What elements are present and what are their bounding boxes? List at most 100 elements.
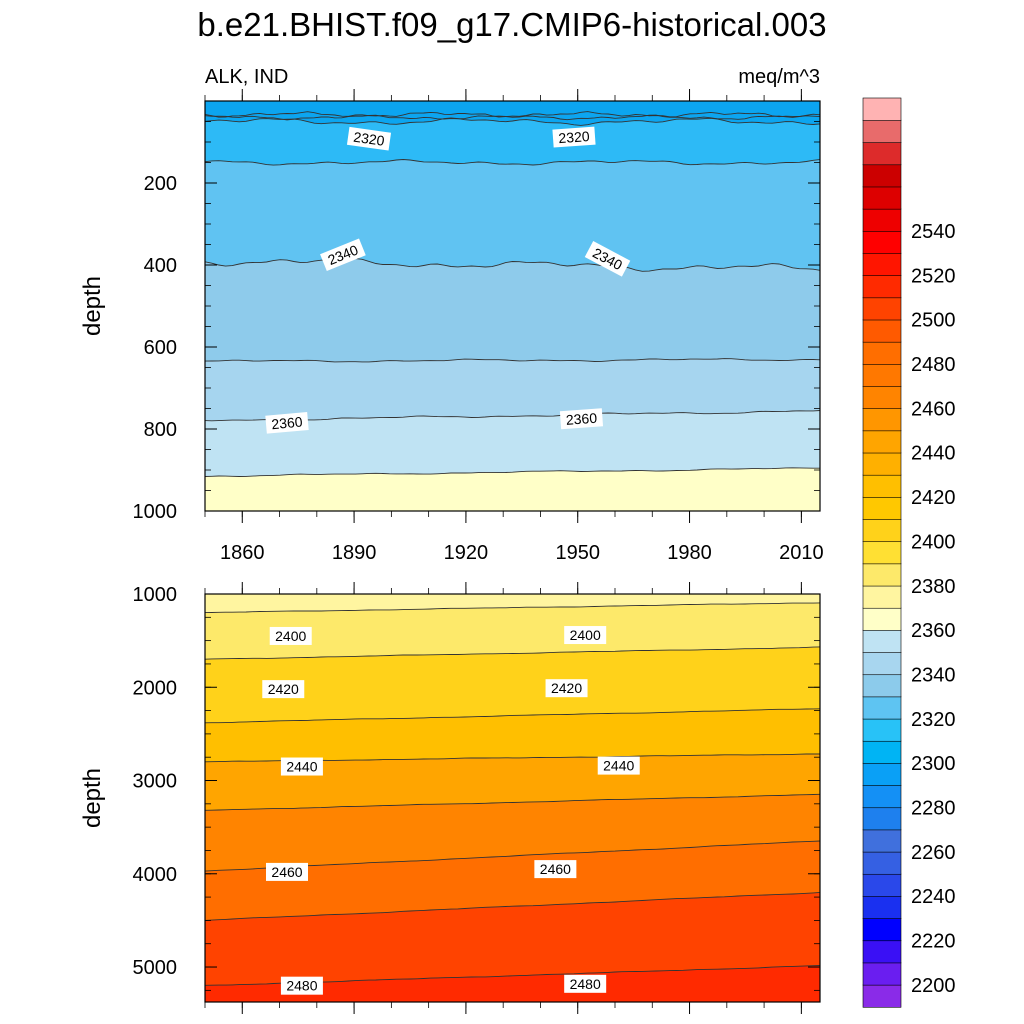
colorbar-box [862,718,902,742]
contour-label-bg [534,860,577,879]
colorbar-box [862,496,902,520]
figure-title: b.e21.BHIST.f09_g17.CMIP6-historical.003 [197,6,826,43]
colorbar-box [862,275,902,299]
colorbar-label: 2520 [911,265,956,287]
contour-label: 2400 [564,626,607,645]
contour-line-2440 [205,793,820,811]
colorbar-label: 2460 [911,398,956,420]
contour-line-surface [205,114,820,121]
contour-label-text: 2460 [540,861,571,877]
colorbar-box [862,873,902,897]
contour-label-text: 2400 [275,628,306,644]
y-axis-label: depth [79,768,106,828]
contour-label-bg [346,126,392,151]
colorbar: 2200 2220 2240 2260 2280 2300 2320 2340 2360 2380… [862,97,956,1008]
contour-label-bg [266,862,308,881]
x-tick-label: 1980 [667,542,712,564]
contour-label: 2480 [564,974,607,993]
colorbar-box [862,385,902,409]
contour-line-2340 [205,258,820,272]
lower-contour-panel: 2400 2400 2420 2420 2440 2440 2460 2460 2480 2480… [79,582,821,1014]
y-tick-label: 5000 [133,957,178,979]
colorbar-box [862,895,902,919]
plot-frame [204,593,821,1003]
contour-label-bg [262,680,305,699]
colorbar-box [862,341,902,365]
colorbar-label: 2360 [911,620,956,642]
colorbar-box [862,186,902,210]
contour-label-bg [564,626,607,645]
colorbar-box [862,807,902,831]
y-tick-label: 400 [144,255,177,277]
contour-label-bg [320,238,366,271]
contour-label: 2480 [280,976,323,995]
contour-label-text: 2320 [558,128,590,146]
colorbar-box [862,452,902,476]
colorbar-label: 2280 [911,797,956,819]
x-tick-label: 1890 [332,542,377,564]
colorbar-box [862,97,902,121]
colorbar-box [862,208,902,232]
colorbar-box [862,408,902,432]
colorbar-label: 2260 [911,842,956,864]
colorbar-box [862,829,902,853]
colorbar-box [862,119,902,143]
contour-label: 2440 [280,757,323,776]
contour-label-bg [584,241,631,277]
contour-label: 2400 [269,626,312,645]
x-tick-label: 1950 [555,542,600,564]
x-tick-label: 2010 [779,542,824,564]
colorbar-box [862,851,902,875]
contour-line-2390 [205,602,820,614]
colorbar-box [862,474,902,498]
band-2470 [205,965,820,1002]
contour-label-bg [280,757,323,776]
contour-label: 2460 [534,860,577,879]
contour-label-bg [597,756,640,775]
colorbar-box [862,164,902,188]
contour-label-text: 2480 [286,978,317,994]
variable-label: ALK, IND [205,66,288,88]
colorbar-label: 2300 [911,753,956,775]
colorbar-box [862,319,902,343]
contour-label: 2360 [265,412,309,434]
contour-label-bg [552,126,596,148]
colorbar-box [862,230,902,254]
colorbar-label: 2500 [911,310,956,332]
colorbar-box [862,762,902,786]
contour-label-text: 2360 [271,414,304,433]
y-tick-label: 800 [144,419,177,441]
colorbar-label: 2480 [911,354,956,376]
contour-label: 2440 [597,756,640,775]
contour-label: 2420 [545,679,588,698]
contour-label-bg [269,626,312,645]
x-tick-label: 1860 [220,542,265,564]
colorbar-box [862,541,902,565]
contour-label-text: 2420 [268,681,299,697]
colorbar-label: 2320 [911,709,956,731]
colorbar-box [862,740,902,764]
plot-area [205,101,820,511]
colorbar-box [862,784,902,809]
contour-label-bg [545,679,588,698]
contour-label-bg [559,408,604,430]
colorbar-box [862,629,902,653]
y-axis-label: depth [79,276,106,336]
colorbar-box [862,297,902,321]
colorbar-box [862,430,902,454]
colorbar-box [862,651,902,676]
colorbar-box [862,984,902,1008]
contour-label-text: 2480 [570,976,601,992]
contour-label-text: 2440 [603,758,634,774]
contour-label-text: 2420 [551,680,582,696]
colorbar-box [862,607,902,631]
colorbar-label: 2200 [911,975,956,997]
contour-label: 2320 [346,126,392,151]
contour-label-text: 2440 [286,759,317,775]
y-tick-label: 4000 [133,864,178,886]
colorbar-label: 2440 [911,443,956,465]
contour-label-bg [265,412,309,434]
colorbar-box [862,940,902,964]
